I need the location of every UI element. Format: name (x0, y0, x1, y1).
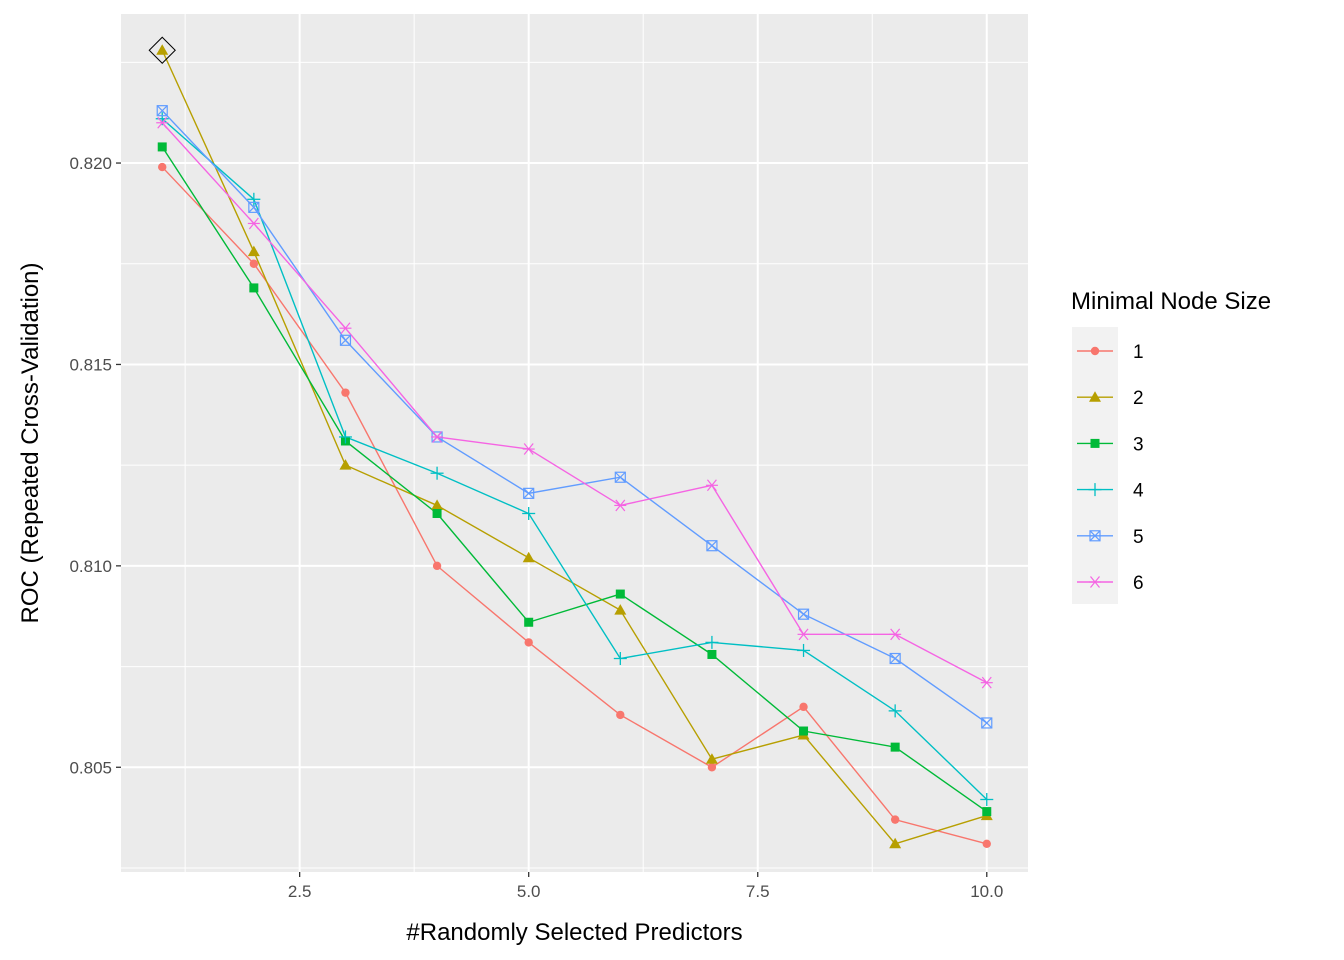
y-axis-title: ROC (Repeated Cross-Validation) (17, 262, 44, 623)
legend-label-1: 1 (1133, 342, 1144, 363)
data-point-6 (614, 499, 627, 512)
legend-key-marker-3 (1090, 438, 1100, 448)
major-gridlines (121, 14, 1028, 872)
data-point-2 (889, 837, 902, 849)
data-point-5 (614, 471, 626, 483)
data-point-2 (431, 499, 444, 510)
data-point-1 (341, 388, 350, 397)
series-line-4 (161, 118, 988, 800)
legend-label-5: 5 (1133, 527, 1144, 548)
y-tick-label: 0.815 (69, 355, 112, 374)
data-point-5 (339, 334, 352, 346)
data-point-5 (981, 717, 993, 729)
data-point-6 (797, 628, 810, 641)
data-point-2 (156, 44, 169, 55)
data-point-2 (614, 604, 627, 615)
data-point-6 (156, 116, 169, 129)
data-point-1 (432, 561, 442, 571)
legend-label-2: 2 (1133, 388, 1144, 409)
data-point-5 (523, 487, 535, 499)
series-line-2 (161, 49, 987, 845)
data-point-3 (432, 508, 442, 518)
data-point-3 (249, 283, 259, 293)
legend-key-marker-1 (1090, 346, 1100, 356)
data-point-3 (982, 807, 992, 817)
data-point-4 (797, 643, 811, 657)
legend-key-background (1072, 327, 1118, 604)
y-axis: 0.805 0.810 0.815 0.820 (69, 154, 121, 777)
data-point-6 (889, 628, 902, 641)
data-point-5 (797, 608, 810, 620)
data-point-1 (524, 638, 533, 647)
series-lines (161, 49, 988, 845)
data-point-4 (980, 792, 994, 806)
data-point-6 (705, 479, 718, 492)
data-point-2 (705, 753, 718, 764)
data-point-1 (799, 702, 808, 712)
data-point-2 (247, 245, 260, 257)
data-point-3 (524, 617, 534, 627)
plot-panel (121, 14, 1028, 872)
x-axis: 2.5 5.0 7.5 10.0 (288, 872, 1003, 901)
data-point-6 (431, 431, 444, 443)
data-point-5 (706, 540, 718, 552)
data-point-4 (338, 430, 352, 444)
data-point-2 (522, 551, 535, 563)
best-diamond-marker (148, 36, 176, 64)
best-tune-marker (148, 36, 176, 64)
data-point-4 (247, 192, 261, 206)
data-point-2 (339, 459, 352, 470)
y-tick-label: 0.820 (69, 154, 112, 173)
data-point-3 (707, 649, 717, 659)
data-point-1 (158, 162, 167, 172)
legend-label-4: 4 (1133, 481, 1144, 502)
legend-key-marker-6 (1089, 576, 1101, 588)
data-point-4 (430, 466, 444, 480)
data-point-5 (156, 105, 168, 117)
data-point-6 (247, 217, 260, 230)
x-axis-title: #Randomly Selected Predictors (406, 919, 742, 946)
data-point-4 (613, 652, 627, 666)
data-point-3 (615, 589, 625, 599)
y-tick-label: 0.805 (69, 758, 112, 777)
y-tick-label: 0.810 (69, 557, 112, 576)
data-point-3 (890, 742, 900, 752)
x-tick-label: 2.5 (288, 882, 312, 901)
legend-key-marker-5 (1089, 530, 1101, 542)
legend-label-6: 6 (1133, 573, 1144, 594)
data-point-3 (799, 726, 809, 736)
series-line-1 (161, 166, 987, 845)
data-point-5 (248, 201, 260, 213)
data-point-6 (980, 676, 993, 689)
series-line-5 (161, 110, 988, 724)
data-point-1 (982, 839, 991, 849)
legend-label-3: 3 (1133, 434, 1144, 455)
data-point-4 (888, 704, 902, 718)
x-tick-label: 5.0 (517, 882, 541, 901)
data-point-1 (249, 259, 259, 268)
legend-key-marker-4 (1088, 483, 1102, 497)
series-line-3 (161, 146, 988, 813)
x-tick-label: 7.5 (746, 882, 770, 901)
series-points (155, 44, 994, 849)
minor-gridlines (121, 14, 1028, 872)
data-point-5 (889, 652, 901, 665)
x-tick-label: 10.0 (970, 882, 1003, 901)
data-point-6 (339, 322, 352, 335)
data-point-4 (705, 635, 719, 649)
data-point-1 (707, 763, 717, 772)
data-point-3 (157, 142, 167, 152)
legend: Minimal Node Size 1 2 3 4 5 6 (1071, 288, 1271, 604)
legend-title: Minimal Node Size (1071, 288, 1271, 315)
legend-key-marker-2 (1089, 391, 1101, 402)
data-point-6 (522, 443, 535, 455)
data-point-1 (890, 815, 900, 824)
data-point-1 (616, 710, 625, 720)
data-point-4 (522, 506, 536, 520)
series-line-6 (161, 122, 988, 684)
